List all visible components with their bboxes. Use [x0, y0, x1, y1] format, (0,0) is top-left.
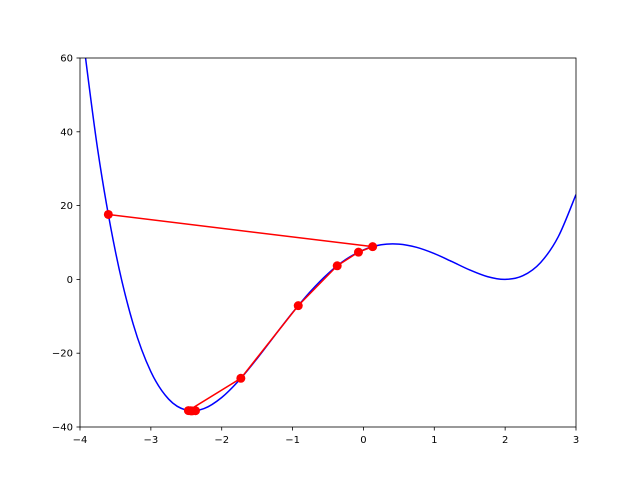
y-tick-label: 0	[67, 275, 73, 286]
x-tick-label: 0	[360, 435, 366, 446]
x-tick-label: 1	[431, 435, 437, 446]
descent-point	[103, 209, 113, 219]
y-tick-label: 40	[60, 127, 73, 138]
descent-point	[332, 261, 342, 271]
descent-point	[353, 247, 363, 257]
x-tick-label: 3	[573, 435, 579, 446]
y-tick-label: 20	[60, 201, 73, 212]
descent-point	[236, 373, 246, 383]
x-tick-label: −1	[285, 435, 300, 446]
y-tick-label: −40	[52, 423, 73, 434]
y-tick-label: −20	[52, 349, 73, 360]
x-tick-label: −2	[214, 435, 229, 446]
x-tick-label: −4	[73, 435, 88, 446]
y-tick-label: 60	[60, 54, 73, 65]
descent-point	[293, 301, 303, 311]
x-tick-label: −3	[143, 435, 158, 446]
x-tick-label: 2	[502, 435, 508, 446]
descent-point	[187, 406, 197, 416]
descent-point	[368, 242, 378, 252]
axes-frame	[79, 57, 577, 428]
function-curve	[84, 58, 576, 412]
